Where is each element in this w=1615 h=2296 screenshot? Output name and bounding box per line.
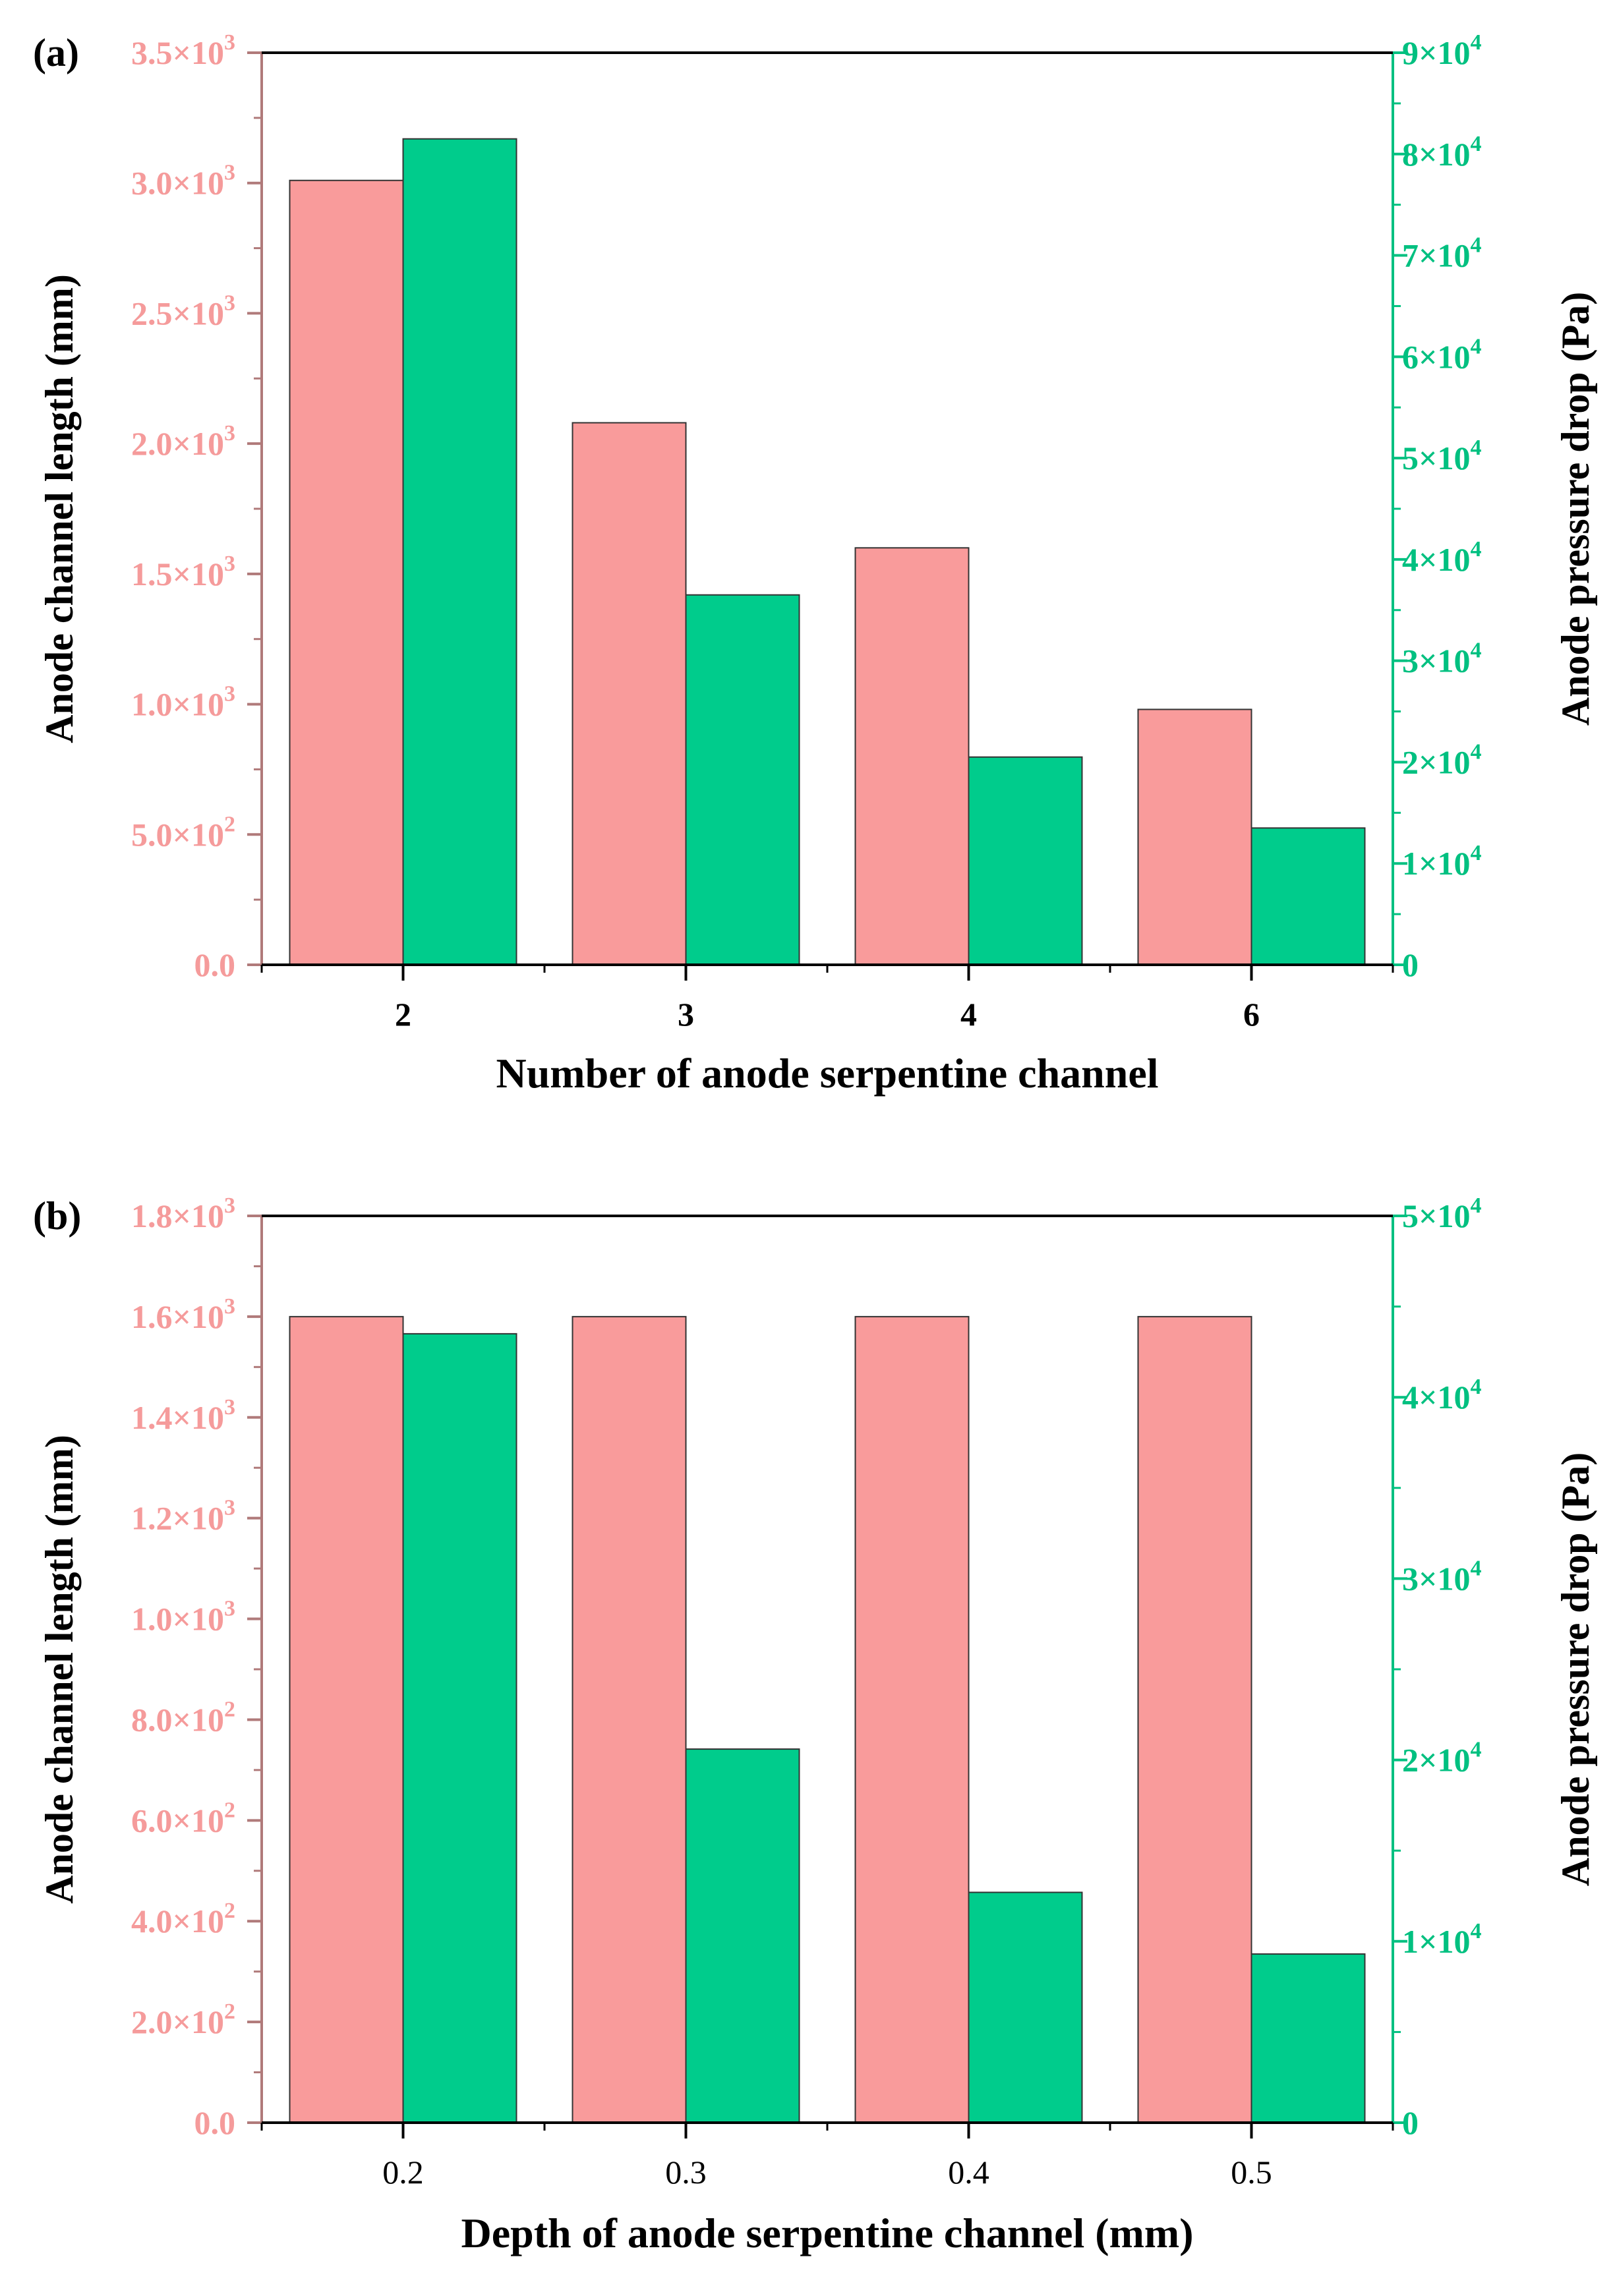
left-tick-label: 5.0×102 xyxy=(131,812,235,853)
right-tick-label: 1×104 xyxy=(1402,841,1482,882)
bar-length-0.4 xyxy=(854,1315,970,2123)
bar-length-3 xyxy=(572,422,687,965)
bar-pressure-0.5 xyxy=(1250,1953,1366,2123)
left-tick-label: 1.8×103 xyxy=(131,1193,235,1234)
right-tick-label: 2×104 xyxy=(1402,1738,1482,1779)
left-tick-label: 1.4×103 xyxy=(131,1395,235,1436)
left-tick-label: 2.0×103 xyxy=(131,421,235,462)
right-tick-label: 0 xyxy=(1402,2104,1419,2141)
bar-length-4 xyxy=(854,547,970,965)
right-tick-label: 2×104 xyxy=(1402,739,1482,780)
right-tick-label: 9×104 xyxy=(1402,30,1482,71)
left-tick-label: 0.0 xyxy=(194,2104,236,2141)
x-axis-title: Depth of anode serpentine channel (mm) xyxy=(461,2210,1193,2256)
right-tick-label: 8×104 xyxy=(1402,132,1482,173)
left-tick-label: 1.5×103 xyxy=(131,552,235,592)
right-tick-label: 6×104 xyxy=(1402,334,1482,375)
bar-length-0.5 xyxy=(1137,1315,1252,2123)
left-tick-label: 0.0 xyxy=(194,946,236,983)
bar-length-0.3 xyxy=(572,1315,687,2123)
y-axis-title-left: Anode channel length (mm) xyxy=(38,1435,81,1904)
chart-panel-a: 0.0 5.0×102 1.0×103 1.5×103 2.0×103 2.5×103 3.… xyxy=(33,30,1597,1097)
x-tick-label: 4 xyxy=(960,996,977,1033)
left-tick-label: 3.0×103 xyxy=(131,161,235,202)
x-tick-label: 0.5 xyxy=(1231,2154,1272,2191)
bar-pressure-2 xyxy=(402,138,517,966)
left-tick-label: 1.6×103 xyxy=(131,1294,235,1335)
left-tick-label: 2.0×102 xyxy=(131,1999,235,2040)
left-tick-label: 1.0×103 xyxy=(131,682,235,723)
x-tick-label: 0.2 xyxy=(382,2154,424,2191)
left-tick-label: 6.0×102 xyxy=(131,1798,235,1839)
left-tick-label: 8.0×102 xyxy=(131,1697,235,1738)
right-tick-label: 1×104 xyxy=(1402,1919,1482,1960)
x-tick-label: 0.3 xyxy=(665,2154,707,2191)
y-axis-title-right: Anode pressure drop (Pa) xyxy=(1554,1452,1597,1886)
right-tick-label: 4×104 xyxy=(1402,537,1482,578)
right-tick-label: 4×104 xyxy=(1402,1375,1482,1416)
right-tick-label: 7×104 xyxy=(1402,233,1482,274)
y-axis-title-left: Anode channel length (mm) xyxy=(38,274,81,743)
right-tick-label: 0 xyxy=(1402,946,1419,983)
panel-label: (b) xyxy=(33,1194,81,1238)
bar-pressure-0.2 xyxy=(402,1333,517,2123)
bar-pressure-0.3 xyxy=(685,1748,800,2123)
x-tick-label: 3 xyxy=(678,996,694,1033)
bar-length-2 xyxy=(289,179,404,965)
left-tick-label: 1.2×103 xyxy=(131,1496,235,1537)
bar-pressure-0.4 xyxy=(968,1891,1083,2124)
bar-pressure-4 xyxy=(968,756,1083,966)
x-tick-label: 0.4 xyxy=(948,2154,989,2191)
left-tick-label: 4.0×102 xyxy=(131,1899,235,1939)
right-tick-label: 3×104 xyxy=(1402,639,1482,679)
x-tick-label: 6 xyxy=(1243,996,1260,1033)
bar-pressure-6 xyxy=(1250,827,1366,966)
bar-pressure-3 xyxy=(685,594,800,965)
panel-label: (a) xyxy=(33,31,79,74)
x-tick-label: 2 xyxy=(395,996,411,1033)
bar-length-0.2 xyxy=(289,1315,404,2123)
x-axis-title: Number of anode serpentine channel xyxy=(496,1050,1158,1097)
y-axis-title-right: Anode pressure drop (Pa) xyxy=(1554,292,1597,726)
right-tick-label: 5×104 xyxy=(1402,1193,1482,1234)
left-tick-label: 1.0×103 xyxy=(131,1597,235,1638)
right-tick-label: 3×104 xyxy=(1402,1556,1482,1597)
bar-length-6 xyxy=(1137,708,1252,965)
left-tick-label: 3.5×103 xyxy=(131,30,235,71)
right-tick-label: 5×104 xyxy=(1402,436,1482,476)
left-tick-label: 2.5×103 xyxy=(131,291,235,331)
chart-panel-b: 0.0 2.0×102 4.0×102 6.0×102 8.0×102 1.0×103 1.… xyxy=(33,1193,1597,2256)
